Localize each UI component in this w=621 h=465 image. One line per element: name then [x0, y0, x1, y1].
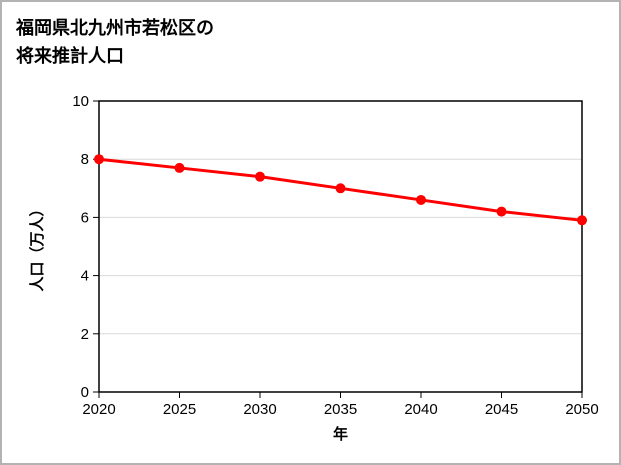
x-tick-label: 2050	[565, 401, 598, 418]
y-tick-label: 10	[72, 93, 89, 110]
x-axis-title: 年	[333, 425, 348, 443]
x-tick-label: 2045	[485, 401, 518, 418]
chart-title: 福岡県北九州市若松区の 将来推計人口	[16, 14, 214, 70]
y-tick-label: 6	[81, 209, 89, 226]
y-tick-label: 0	[81, 384, 89, 401]
y-tick-label: 8	[81, 151, 89, 168]
data-point	[496, 206, 507, 217]
data-point	[255, 171, 265, 182]
y-tick-label: 2	[81, 326, 89, 343]
data-point	[335, 183, 346, 194]
data-point	[94, 154, 104, 165]
chart-title-line1: 福岡県北九州市若松区の	[16, 18, 214, 38]
x-tick-label: 2030	[243, 401, 276, 418]
x-tick-label: 2025	[163, 401, 196, 418]
chart-title-line2: 将来推計人口	[16, 46, 124, 66]
data-point	[416, 194, 426, 205]
x-tick-label: 2035	[324, 401, 357, 418]
x-tick-label: 2020	[82, 401, 115, 418]
y-tick-label: 4	[81, 268, 89, 285]
x-tick-label: 2040	[404, 401, 437, 418]
data-point	[174, 162, 185, 173]
data-point	[577, 215, 587, 226]
y-axis-title: 人口（万人）	[28, 201, 46, 291]
plot-border	[98, 100, 583, 393]
